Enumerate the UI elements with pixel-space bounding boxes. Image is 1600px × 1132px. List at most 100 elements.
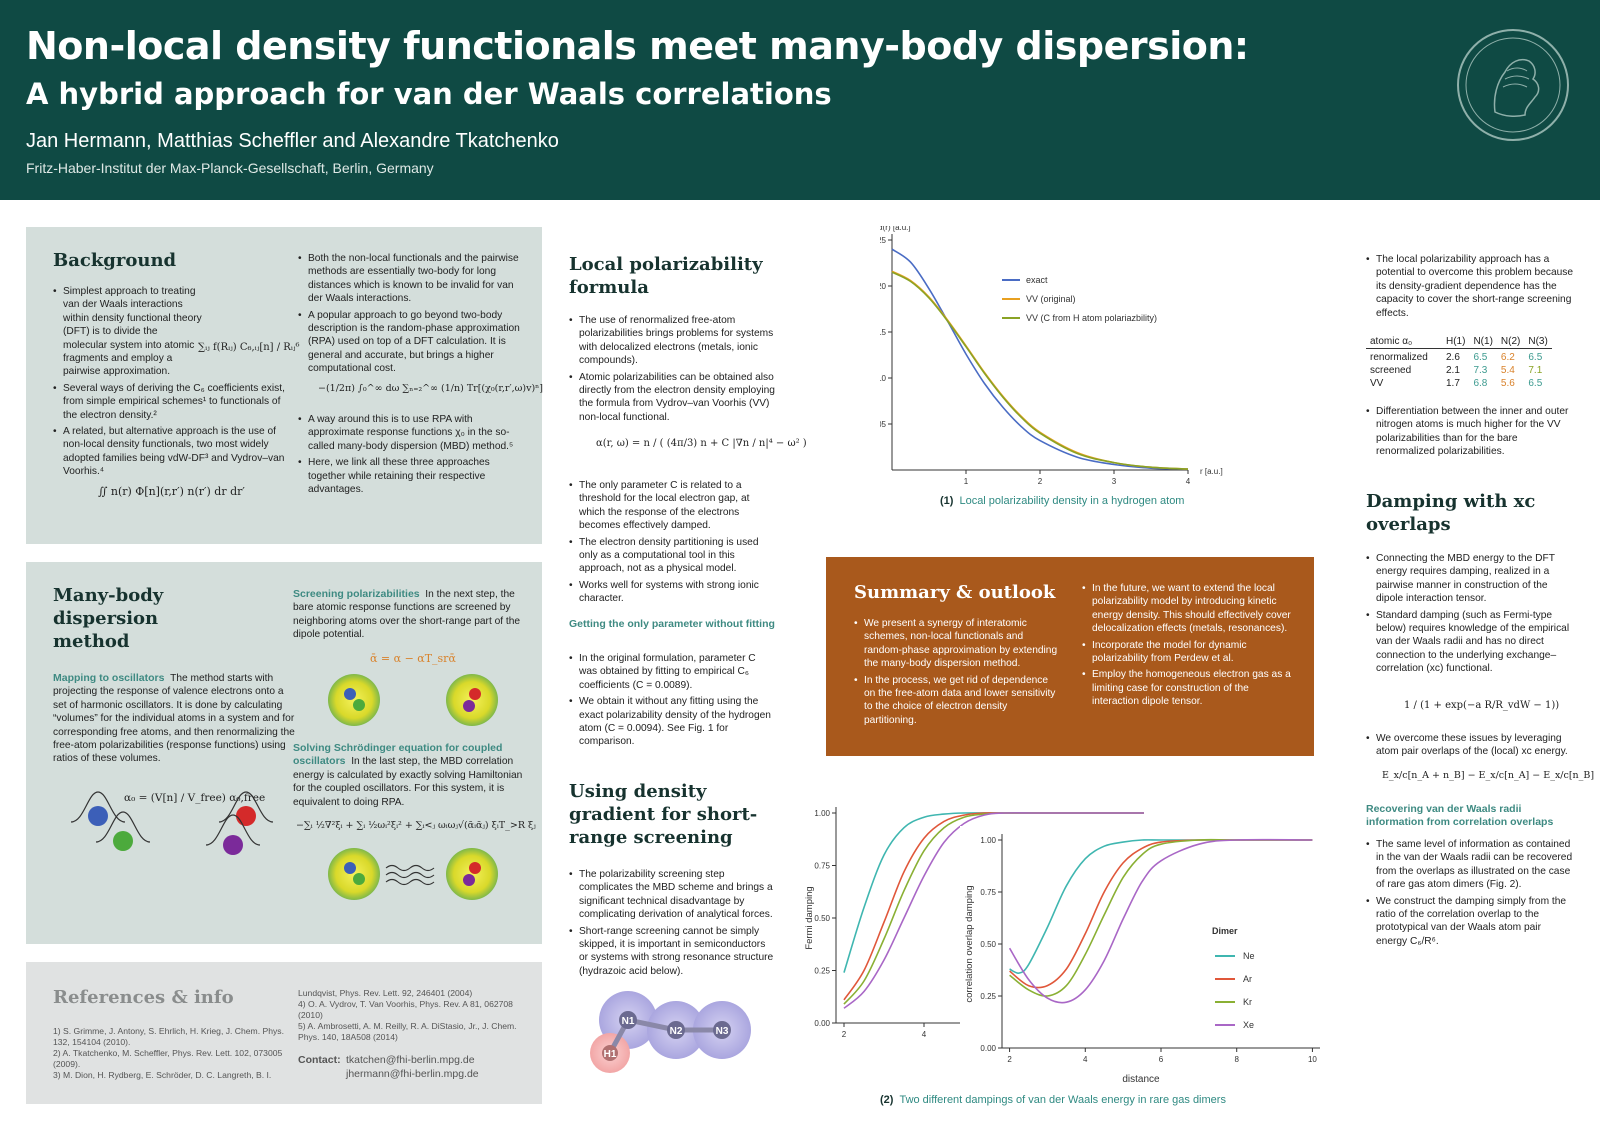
gradient-items: The polarizability screening step compli… [569,868,775,981]
list-item: Incorporate the model for dynamic polari… [1082,639,1296,666]
series-line-vv-c-from-h-atom-polariazbility- [891,271,1189,470]
table-header: N(3) [1524,335,1552,349]
x-tick-label: 6 [1159,1055,1164,1064]
fig1-chart: 0.05 0.10 0.15 0.20 0.25 1 2 3 4 α(r) [a.u.] r [a.… [880,226,1223,486]
list-item: The use of renormalized free-atom polari… [569,314,775,368]
table-header: H(1) [1442,335,1470,349]
hydrazoic-acid-molecule: N1 N2 N3 H1 [590,991,751,1073]
screened-oscillators-figure [328,674,498,726]
fig2-fermi-chart: 0.00 0.25 0.50 0.75 1.00 2 4 Fermi damping [804,807,1156,1039]
atom-label: H1 [604,1049,617,1060]
contact-email-2[interactable]: jhermann@fhi-berlin.mpg.de [346,1068,479,1080]
y-tick-label: 0.75 [980,888,996,897]
list-item: We overcome these issues by leveraging a… [1366,732,1574,759]
reference-item: 5) A. Ambrosetti, A. M. Reilly, R. A. Di… [298,1021,517,1042]
x-axis-label: distance [1122,1074,1160,1085]
formula-nonlocal: ∬ n(r) Φ[n](r,r′) n(r′) dr dr′ [98,485,245,498]
list-item: In the process, we get rid of dependence… [854,674,1060,728]
list-item: The polarizability screening step compli… [569,868,775,922]
local-items2: The only parameter C is related to a thr… [569,479,775,609]
background-panel: Background Simplest approach to treating… [26,227,543,544]
contact-label: Contact: [298,1054,341,1066]
y-tick-label: 0.50 [980,940,996,949]
reference-item: 3) M. Dion, H. Rydberg, E. Schröder, D. … [53,1070,272,1080]
damping-items: Connecting the MBD energy to the DFT ene… [1366,552,1574,679]
y-tick-label: 0.15 [880,328,887,337]
minerva-logo-icon [1457,29,1569,141]
y-tick-label: 0.75 [814,862,830,871]
list-item: We obtain it without any fitting using t… [569,695,775,749]
legend-title: Dimer [1212,926,1238,936]
y-tick-label: 0.00 [980,1044,996,1053]
series-line-xe [1008,838,1313,1004]
background-title: Background [53,250,177,271]
y-tick-label: 0.25 [814,967,830,976]
right-table-item: Differentiation between the inner and ou… [1366,405,1574,462]
list-item: Employ the homogeneous electron gas as a… [1082,668,1296,708]
list-item: Several ways of deriving the C₆ coeffici… [53,382,297,422]
local-items3: In the original formulation, parameter C… [569,652,775,752]
list-item: A related, but alternative approach is t… [53,425,297,479]
summary-col2: In the future, we want to extend the loc… [1082,582,1296,712]
solving-heading: Solving Schrödinger equation for coupled… [293,742,503,768]
list-item: The local polarizability approach has a … [1366,253,1574,320]
y-tick-label: 1.00 [980,836,996,845]
solving-text: Solving Schrödinger equation for coupled… [293,742,523,808]
legend-label: VV (C from H atom polariazbility) [1026,313,1157,323]
formula-alpha: α₀ = (V[n] / V_free) α₀,free [124,792,266,804]
fig1-caption: (1) Local polarizability density in a hyd… [940,495,1185,507]
atom-label: N3 [716,1026,729,1037]
list-item: We present a synergy of interatomic sche… [854,617,1060,671]
damping-title: Damping with xc overlaps [1366,491,1536,535]
list-item: Atomic polarizabilities can be obtained … [569,371,775,425]
x-tick-label: 2 [1038,477,1043,486]
formula-local: α(r, ω) = n / ( (4π/3) n + C |∇n / n|⁴ −… [596,438,807,449]
list-item: The electron density partitioning is use… [569,536,775,576]
table-header: N(1) [1469,335,1497,349]
right-top-item: The local polarizability approach has a … [1366,253,1574,323]
summary-col1: We present a synergy of interatomic sche… [854,617,1060,730]
reference-item: 4) O. A. Vydrov, T. Van Voorhis, Phys. R… [298,999,513,1020]
list-item: Short-range screening cannot be simply s… [569,925,775,979]
background-col2b: A way around this is to use RPA with app… [298,413,522,499]
series-line-kr [1009,838,1313,997]
y-axis-label: α(r) [a.u.] [880,226,911,232]
formula-pairwise: ∑ᵢⱼ f(Rᵢⱼ) C₆,ᵢⱼ[n] / Rᵢⱼ⁶ [198,342,300,353]
references-col2: Lundqvist, Phys. Rev. Lett. 92, 246401 (… [298,988,530,1043]
x-tick-label: 4 [922,1030,927,1039]
y-tick-label: 0.10 [880,374,887,383]
legend-label: Xe [1243,1020,1254,1030]
list-item: In the future, we want to extend the loc… [1082,582,1296,636]
poster-title: Non-local density functionals meet many-… [26,24,1249,68]
list-item: Differentiation between the inner and ou… [1366,405,1574,459]
mapping-text: Mapping to oscillators The method starts… [53,672,295,765]
recover-items: The same level of information as contain… [1366,838,1574,951]
table-row: renormalized 2.6 6.5 6.2 6.5 [1370,352,1543,363]
poster-header: Non-local density functionals meet many-… [0,0,1600,200]
atom-label: N2 [670,1026,683,1037]
local-items: The use of renormalized free-atom polari… [569,314,775,427]
table-row: screened 2.1 7.3 5.4 7.1 [1370,365,1543,376]
x-tick-label: 3 [1112,477,1117,486]
oscillator-figure-left [70,791,274,855]
list-item: Both the non-local functionals and the p… [298,252,522,306]
y-tick-label: 1.00 [814,809,830,818]
fig2-caption: (2) Two different dampings of van der Waa… [880,1094,1226,1106]
y-axis-label: correlation overlap damping [964,885,975,1002]
series-line-ne [1009,839,1313,974]
mapping-heading: Mapping to oscillators [53,672,165,684]
table-header: N(2) [1496,335,1525,349]
summary-panel: Summary & outlook We present a synergy o… [826,557,1314,756]
coupled-oscillators-figure [328,848,498,900]
formula-fermi: 1 / (1 + exp(−a R/R_vdW − 1)) [1404,700,1560,711]
y-tick-label: 0.25 [980,992,996,1001]
y-tick-label: 0.05 [880,420,887,429]
contact-email-1[interactable]: tkatchen@fhi-berlin.mpg.de [346,1054,475,1066]
legend-label: Ne [1243,951,1255,961]
recover-heading: Recovering van der Waals radii informati… [1366,803,1554,828]
list-item: The same level of information as contain… [1366,838,1574,892]
list-item: A way around this is to use RPA with app… [298,413,522,453]
formula-hamiltonian: −∑ᵢ ½∇²ξᵢ + ∑ᵢ ½ωᵢ²ξᵢ² + ∑ᵢ<ⱼ ωᵢωⱼ√(ᾱᵢᾱⱼ… [296,820,536,831]
mbd-panel: Many-body dispersion method Mapping to o… [26,562,542,944]
list-item: Connecting the MBD energy to the DFT ene… [1366,552,1574,606]
